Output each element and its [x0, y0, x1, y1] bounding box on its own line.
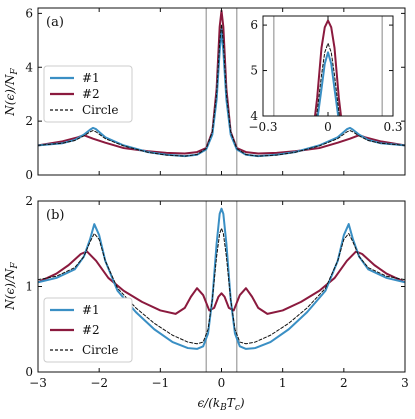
legend-a-label-2: #2	[82, 87, 100, 101]
panel-a-y-tick-label: 2	[25, 114, 33, 128]
panel-b-series-circle	[38, 227, 405, 345]
panel-a-series-n1	[38, 28, 405, 158]
panel-b-y-tick-label: 0	[25, 365, 33, 379]
panel-a-y-label: N(ϵ)/NF	[3, 68, 20, 117]
panel-b-ticks: −3 −2 −1 0 1 2 3 0 1 2	[25, 194, 408, 390]
panel-a-ticks: 0 2 4 6	[25, 6, 406, 182]
legend-b-label-3: Circle	[82, 343, 118, 357]
panel-b-x-tick-label: 0	[218, 376, 226, 390]
panel-b-series-n1	[38, 207, 405, 350]
panel-a-y-tick-label: 6	[25, 6, 33, 20]
panel-b-x-tick-label: −2	[90, 376, 108, 390]
inset-ticks: −0.3 0 0.3 4 5 6	[248, 16, 403, 134]
inset-x-tick-label: 0	[324, 120, 332, 134]
panel-b-x-tick-label: 1	[279, 376, 287, 390]
panel-b-x-tick-label: −3	[29, 376, 47, 390]
panel-a-y-tick-label: 0	[25, 168, 33, 182]
panel-b: −3 −2 −1 0 1 2 3 0 1 2 (b) #1 #2 Circle N(ϵ)/NF ϵ…	[3, 194, 409, 413]
inset-series-n1	[316, 51, 340, 116]
inset-y-tick-label: 6	[250, 18, 258, 32]
inset-vertical-lines	[273, 16, 383, 116]
legend-a-label-3: Circle	[82, 103, 118, 117]
panel-a-tag: (a)	[46, 15, 64, 30]
panel-b-vertical-lines	[205, 201, 238, 372]
panel-b-x-tick-label: −1	[151, 376, 169, 390]
legend-b-label-2: #2	[82, 323, 100, 337]
panel-b-tag: (b)	[46, 208, 64, 223]
x-axis-label: ϵ/(kBTc)	[197, 396, 244, 413]
inset-series-circle	[316, 42, 340, 116]
inset-y-tick-label: 5	[250, 64, 258, 78]
panel-a-y-tick-label: 4	[25, 60, 33, 74]
inset-x-tick-label: −0.3	[248, 120, 277, 134]
panel-a: 0 2 4 6 (a) −0.3 0 0.3 4 5 6 #1 #2 Circle	[3, 6, 406, 182]
panel-b-y-tick-label: 1	[25, 280, 33, 294]
inset-y-tick-label: 4	[250, 109, 258, 123]
inset-series-n2	[313, 19, 343, 116]
legend-a-label-1: #1	[82, 71, 100, 85]
panel-b-x-tick-label: 3	[401, 376, 409, 390]
inset-series	[313, 19, 343, 116]
panel-a-series-circle	[38, 23, 405, 157]
panel-b-series	[38, 207, 405, 350]
panel-a-legend: #1 #2 Circle	[43, 65, 133, 123]
panel-a-inset: −0.3 0 0.3 4 5 6	[248, 15, 403, 134]
panel-a-legend-box	[43, 65, 133, 123]
panel-b-series-n2	[38, 250, 405, 315]
panel-b-y-tick-label: 2	[25, 194, 33, 208]
panel-b-y-label: N(ϵ)/NF	[3, 262, 20, 311]
legend-b-label-1: #1	[82, 303, 100, 317]
panel-b-legend: #1 #2 Circle	[43, 297, 133, 363]
panel-b-x-tick-label: 2	[340, 376, 348, 390]
panel-b-legend-box	[43, 297, 133, 363]
inset-x-tick-label: 0.3	[383, 120, 402, 134]
inset-background	[263, 16, 393, 116]
